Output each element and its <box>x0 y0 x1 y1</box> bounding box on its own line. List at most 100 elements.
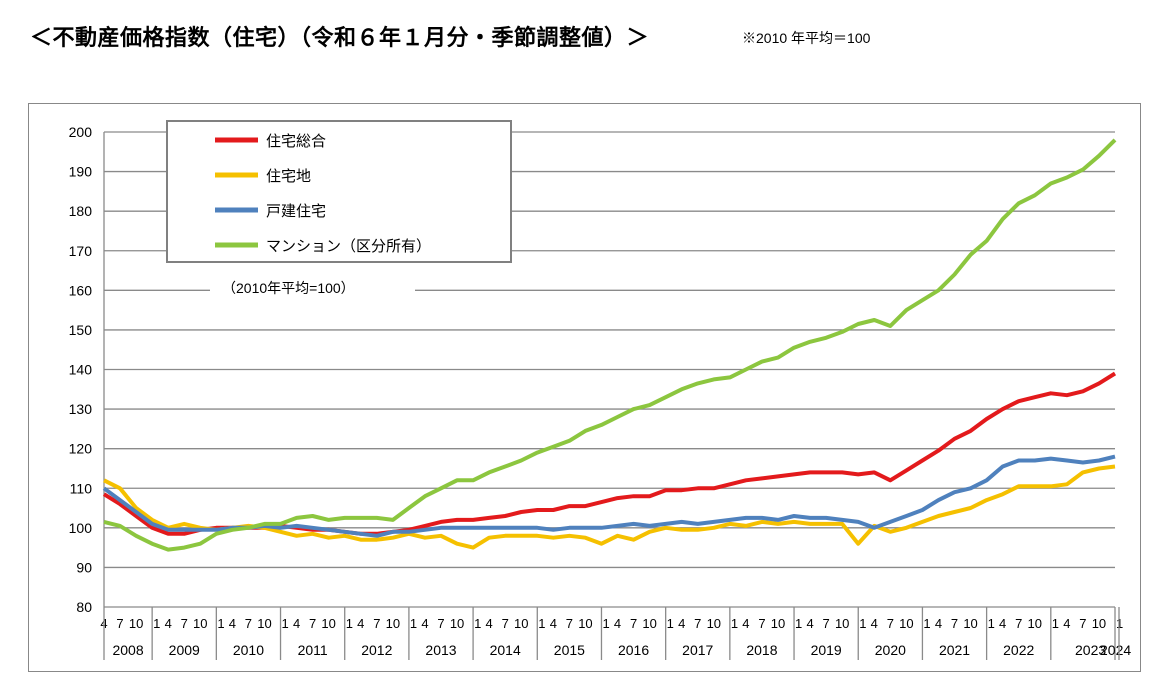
x-tick-label: 10 <box>707 616 721 631</box>
year-label: 2011 <box>298 642 328 658</box>
y-tick-label: 100 <box>69 520 93 536</box>
y-tick-label: 170 <box>69 243 93 259</box>
y-tick-label: 150 <box>69 322 93 338</box>
x-tick-label: 7 <box>758 616 765 631</box>
x-tick-label: 1 <box>153 616 160 631</box>
x-tick-label: 4 <box>550 616 557 631</box>
x-tick-label: 10 <box>321 616 335 631</box>
x-tick-label: 7 <box>823 616 830 631</box>
legend-label: 住宅地 <box>266 168 311 185</box>
x-tick-label: 1 <box>731 616 738 631</box>
x-tick-label: 7 <box>181 616 188 631</box>
legend-label: 住宅総合 <box>266 133 326 150</box>
series-line-3 <box>103 138 1117 552</box>
x-tick-label: 4 <box>871 616 878 631</box>
x-tick-label: 7 <box>502 616 509 631</box>
y-tick-label: 160 <box>69 282 93 298</box>
x-tick-label: 1 <box>346 616 353 631</box>
year-label: 2024 <box>1100 642 1131 658</box>
y-tick-label: 180 <box>69 203 93 219</box>
x-tick-label: 7 <box>1015 616 1022 631</box>
x-tick-label: 1 <box>217 616 224 631</box>
x-tick-label: 4 <box>1063 616 1070 631</box>
year-label: 2008 <box>112 642 143 658</box>
x-tick-label: 4 <box>293 616 300 631</box>
x-tick-label: 10 <box>193 616 207 631</box>
x-tick-label: 1 <box>795 616 802 631</box>
x-tick-label: 7 <box>566 616 573 631</box>
x-tick-label: 10 <box>1092 616 1106 631</box>
x-tick-label: 4 <box>165 616 172 631</box>
x-tick-label: 4 <box>614 616 621 631</box>
x-tick-label: 7 <box>309 616 316 631</box>
annotation: （2010年平均=100） <box>210 278 415 298</box>
y-tick-label: 200 <box>69 124 93 140</box>
x-tick-label: 10 <box>835 616 849 631</box>
x-tick-label: 1 <box>410 616 417 631</box>
x-tick-label: 10 <box>514 616 528 631</box>
page-title: ＜不動産価格指数（住宅）（令和６年１月分・季節調整値）＞ <box>30 26 650 51</box>
x-tick-label: 1 <box>474 616 481 631</box>
year-label: 2018 <box>746 642 777 658</box>
base-note: ※2010 年平均＝100 <box>742 30 871 46</box>
year-label: 2009 <box>169 642 200 658</box>
x-tick-label: 1 <box>988 616 995 631</box>
x-tick-label: 7 <box>116 616 123 631</box>
y-tick-label: 110 <box>70 480 93 496</box>
year-label: 2015 <box>554 642 585 658</box>
x-tick-label: 4 <box>678 616 685 631</box>
x-tick-label: 10 <box>963 616 977 631</box>
series-line-2 <box>102 454 1116 538</box>
x-tick-label: 1 <box>282 616 289 631</box>
x-tick-label: 7 <box>630 616 637 631</box>
year-label: 2014 <box>490 642 521 658</box>
y-tick-label: 120 <box>69 441 93 457</box>
x-tick-label: 4 <box>806 616 813 631</box>
y-tick-label: 140 <box>69 362 93 378</box>
x-tick-label: 7 <box>437 616 444 631</box>
year-label: 2021 <box>939 642 970 658</box>
series-line-1 <box>103 464 1116 550</box>
x-tick-label: 10 <box>386 616 400 631</box>
year-label: 2019 <box>811 642 842 658</box>
x-tick-label: 10 <box>642 616 656 631</box>
x-tick-label: 10 <box>899 616 913 631</box>
x-tick-label: 10 <box>578 616 592 631</box>
x-tick-label: 4 <box>486 616 493 631</box>
x-tick-label: 4 <box>935 616 942 631</box>
x-tick-label: 4 <box>357 616 364 631</box>
year-label: 2012 <box>361 642 392 658</box>
legend-label: 戸建住宅 <box>266 203 326 220</box>
y-tick-label: 80 <box>76 599 92 615</box>
year-label: 2017 <box>682 642 713 658</box>
x-tick-label: 7 <box>887 616 894 631</box>
x-tick-label: 10 <box>1028 616 1042 631</box>
legend-label: マンション（区分所有） <box>266 238 431 255</box>
year-label: 2023 <box>1075 642 1106 658</box>
annotation-text: （2010年平均=100） <box>222 280 355 296</box>
year-label: 2020 <box>875 642 906 658</box>
x-tick-label: 1 <box>859 616 866 631</box>
year-label: 2016 <box>618 642 649 658</box>
x-tick-label: 7 <box>245 616 252 631</box>
x-tick-label: 4 <box>421 616 428 631</box>
x-tick-label: 7 <box>694 616 701 631</box>
x-tick-label: 4 <box>742 616 749 631</box>
y-tick-label: 90 <box>76 559 92 575</box>
x-tick-label: 4 <box>229 616 236 631</box>
y-tick-label: 190 <box>69 164 93 180</box>
x-tick-label: 4 <box>999 616 1006 631</box>
x-tick-label: 10 <box>257 616 271 631</box>
year-label: 2022 <box>1003 642 1034 658</box>
x-tick-label: 7 <box>951 616 958 631</box>
x-tick-label: 10 <box>129 616 143 631</box>
x-tick-label: 10 <box>450 616 464 631</box>
x-tick-label: 1 <box>602 616 609 631</box>
x-tick-label: 1 <box>538 616 545 631</box>
x-tick-label: 1 <box>1052 616 1059 631</box>
y-tick-label: 130 <box>69 401 93 417</box>
year-label: 2010 <box>233 642 264 658</box>
x-tick-label: 7 <box>373 616 380 631</box>
